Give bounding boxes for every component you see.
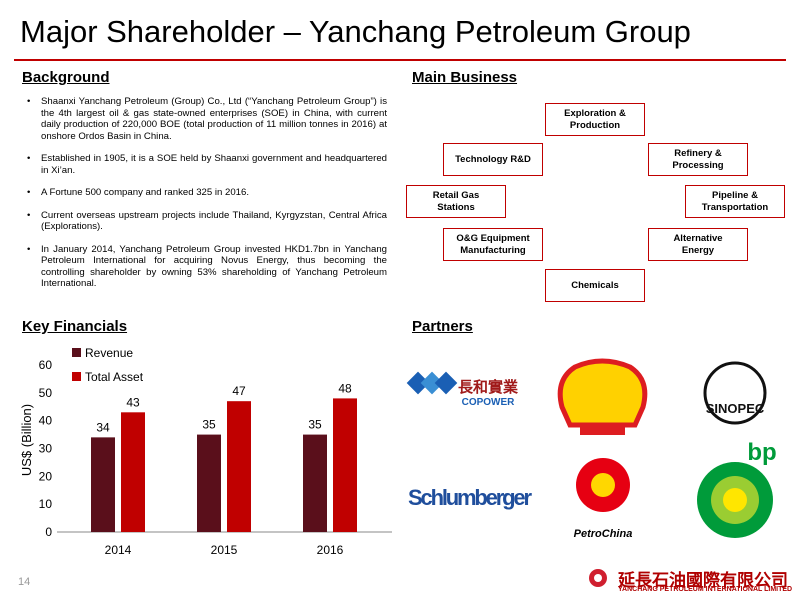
business-box: Exploration & Production (545, 103, 645, 136)
y-tick-label: 30 (39, 442, 53, 456)
legend-label: Total Asset (85, 370, 144, 384)
bullet: Established in 1905, it is a SOE held by… (27, 153, 387, 176)
data-label: 35 (202, 418, 216, 432)
y-tick-label: 0 (45, 525, 52, 539)
partners-heading: Partners (412, 318, 473, 335)
bar (121, 412, 145, 532)
data-label: 48 (338, 381, 352, 395)
financials-heading: Key Financials (22, 318, 128, 335)
business-box: Technology R&D (443, 143, 543, 176)
business-box: Pipeline & Transportation (685, 185, 785, 218)
page-number: 14 (18, 576, 31, 588)
x-tick-label: 2016 (317, 543, 344, 557)
data-label: 35 (308, 418, 322, 432)
y-tick-label: 50 (39, 386, 53, 400)
title-rule (14, 59, 786, 61)
copower-cn: 長和實業 (458, 378, 519, 396)
y-tick-label: 10 (39, 497, 53, 511)
y-tick-label: 20 (39, 469, 53, 483)
copower-en: COPOWER (462, 397, 516, 408)
data-label: 43 (126, 395, 140, 409)
background-heading: Background (22, 69, 110, 86)
company-mark (589, 569, 607, 587)
slide-title: Major Shareholder – Yanchang Petroleum G… (20, 14, 691, 49)
bullet: A Fortune 500 company and ranked 325 in … (27, 187, 387, 199)
legend-label: Revenue (85, 346, 133, 360)
bar (91, 437, 115, 532)
company-cn: 延長石油國際有限公司 (618, 571, 788, 590)
data-label: 34 (96, 420, 110, 434)
company-en: YANCHANG PETROLEUM INTERNATIONAL LIMITED (618, 586, 793, 593)
legend-swatch (72, 372, 81, 381)
sinopec-logo: SINOPEC (703, 361, 767, 425)
business-box: Chemicals (545, 269, 645, 302)
business-box: O&G Equipment Manufacturing (443, 228, 543, 261)
chart: US$ (Billion) 0 10 20 30 40 50 60 2014 34 43 2015 3… (19, 346, 392, 557)
business-box: Alternative Energy (648, 228, 748, 261)
x-tick-label: 2014 (105, 543, 132, 557)
y-tick-label: 60 (39, 358, 53, 372)
schlumberger-logo: Schlumberger (408, 485, 532, 510)
bullet: In January 2014, Yanchang Petroleum Grou… (27, 244, 387, 290)
bar (333, 398, 357, 532)
bar (303, 434, 327, 532)
bullet: Current overseas upstream projects inclu… (27, 210, 387, 233)
bullet: Shaanxi Yanchang Petroleum (Group) Co., … (27, 96, 387, 142)
business-box: Retail Gas Stations (406, 185, 506, 218)
legend-swatch (72, 348, 81, 357)
background-list: Shaanxi Yanchang Petroleum (Group) Co., … (27, 96, 387, 301)
petrochina-text: PetroChina (574, 528, 633, 540)
x-tick-label: 2015 (211, 543, 238, 557)
copower-logo: 長和實業 COPOWER (406, 371, 519, 408)
data-label: 47 (232, 384, 246, 398)
bar (227, 401, 251, 532)
business-box: Refinery & Processing (648, 143, 748, 176)
shell-logo (557, 358, 648, 435)
y-axis-label: US$ (Billion) (19, 404, 34, 476)
svg-text:SINOPEC: SINOPEC (706, 401, 765, 416)
bar (197, 434, 221, 532)
partner-logos: 長和實業 COPOWER SINOPEC Schlumberger PetroC… (406, 358, 777, 540)
petrochina-logo: PetroChina (574, 458, 633, 540)
bp-logo: bp (697, 439, 777, 538)
y-tick-label: 40 (39, 414, 53, 428)
business-heading: Main Business (412, 69, 518, 86)
bp-text: bp (747, 439, 776, 466)
